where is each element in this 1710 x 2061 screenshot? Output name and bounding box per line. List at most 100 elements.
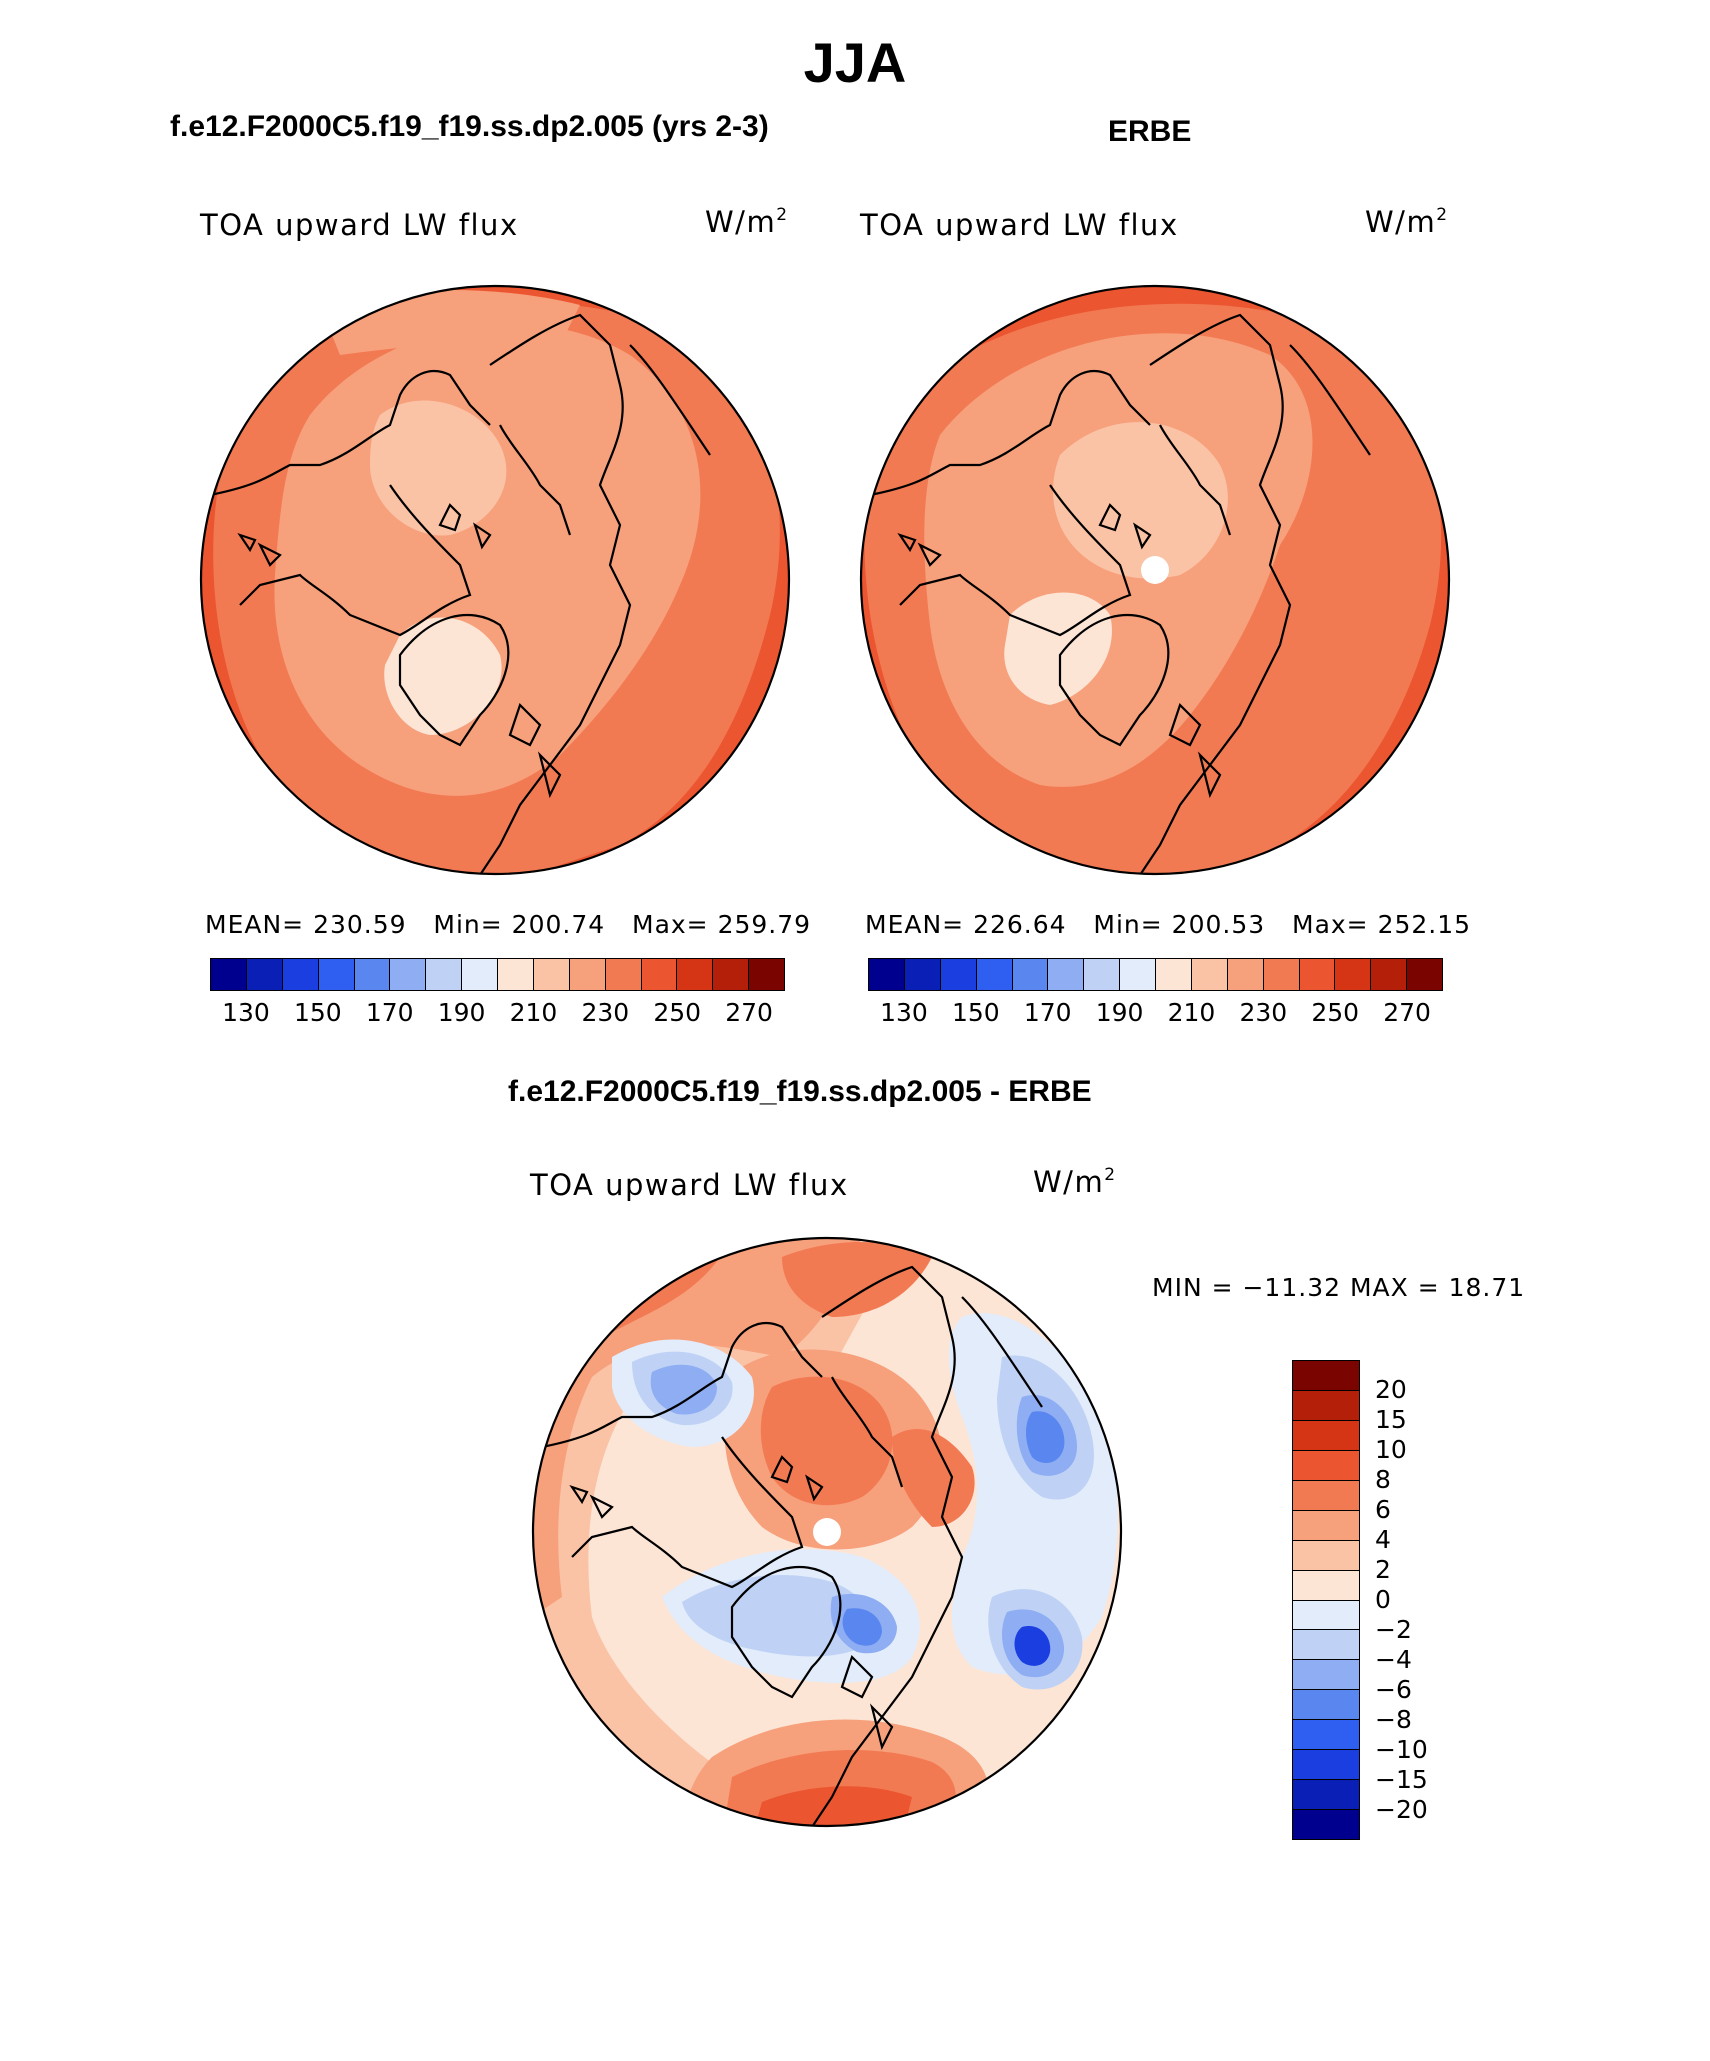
model-panel-title: f.e12.F2000C5.f19_f19.ss.dp2.005 (yrs 2-… xyxy=(170,110,769,143)
model-colorbar-swatch xyxy=(211,959,247,990)
obs-pole-hole xyxy=(1141,556,1169,584)
diff-colorbar-swatch xyxy=(1293,1720,1359,1751)
diff-units-label: W/m2 xyxy=(1033,1165,1117,1199)
diff-minmax-label: MIN = −11.32 MAX = 18.71 xyxy=(1152,1273,1526,1302)
diff-pole-hole xyxy=(813,1518,841,1546)
obs-stats: MEAN= 226.64 Min= 200.53 Max= 252.15 xyxy=(865,910,1472,939)
diff-colorbar-tick-label: 20 xyxy=(1375,1375,1407,1404)
model-stats: MEAN= 230.59 Min= 200.74 Max= 259.79 xyxy=(205,910,812,939)
diff-colorbar-ticks: 20 15 10 8 6 4 2 0 −2 −4 −6 −8 −10 −15 −20 xyxy=(1375,1360,1495,1840)
obs-polar-map xyxy=(859,284,1451,876)
diff-colorbar-tick-label: −6 xyxy=(1375,1675,1412,1704)
diff-colorbar-tick-label: 6 xyxy=(1375,1495,1391,1524)
model-colorbar-swatch xyxy=(246,959,283,990)
model-colorbar-ticks: 130 150 170 190 210 230 250 270 xyxy=(210,998,785,1028)
obs-colorbar-swatch xyxy=(1048,959,1085,990)
diff-colorbar-swatch xyxy=(1293,1780,1359,1811)
diff-variable-label: TOA upward LW flux xyxy=(530,1168,849,1202)
obs-field-210 xyxy=(1004,592,1112,705)
diff-field-right-neg8to6 xyxy=(1026,1411,1065,1463)
diff-polar-map xyxy=(531,1236,1123,1828)
diff-colorbar-swatch xyxy=(1293,1510,1359,1541)
obs-colorbar-swatch xyxy=(1335,959,1372,990)
model-colorbar-tick-label: 270 xyxy=(725,998,773,1027)
obs-colorbar-swatch xyxy=(1120,959,1156,990)
diff-colorbar-swatch xyxy=(1293,1361,1359,1391)
diff-colorbar xyxy=(1292,1360,1360,1840)
model-colorbar-swatch xyxy=(749,959,784,990)
obs-colorbar-tick-label: 130 xyxy=(880,998,928,1027)
diff-colorbar-tick-label: −15 xyxy=(1375,1765,1428,1794)
obs-colorbar-swatch xyxy=(1407,959,1442,990)
obs-colorbar-tick-label: 170 xyxy=(1023,998,1072,1027)
model-colorbar-swatch xyxy=(498,959,534,990)
model-colorbar-swatch xyxy=(677,959,714,990)
model-colorbar-tick-label: 250 xyxy=(653,998,702,1027)
model-colorbar-swatch xyxy=(569,959,606,990)
diff-colorbar-tick-label: −4 xyxy=(1375,1645,1412,1674)
model-colorbar-swatch xyxy=(318,959,355,990)
obs-colorbar-swatch xyxy=(1263,959,1300,990)
diff-field-greenland-neg4to2 xyxy=(682,1574,872,1657)
diff-colorbar-swatch xyxy=(1293,1420,1359,1451)
diff-colorbar-tick-label: 8 xyxy=(1375,1465,1391,1494)
obs-colorbar-tick-label: 190 xyxy=(1095,998,1144,1027)
model-colorbar-tick-label: 210 xyxy=(509,998,558,1027)
diff-colorbar-tick-label: 15 xyxy=(1375,1405,1407,1434)
obs-units-label: W/m2 xyxy=(1365,205,1449,239)
diff-field-top-6to8 xyxy=(782,1242,932,1317)
diff-field-4to6 xyxy=(533,1238,862,1617)
model-units-label: W/m2 xyxy=(705,205,789,239)
obs-colorbar-swatch xyxy=(1191,959,1228,990)
obs-colorbar-swatch xyxy=(1227,959,1264,990)
figure-title: JJA xyxy=(803,31,907,94)
diff-colorbar-tick-label: −10 xyxy=(1375,1735,1428,1764)
diff-colorbar-tick-label: 2 xyxy=(1375,1555,1391,1584)
diff-field-north-neg6to4 xyxy=(650,1364,717,1415)
obs-colorbar xyxy=(868,958,1443,991)
obs-colorbar-swatch xyxy=(904,959,941,990)
model-colorbar-swatch xyxy=(354,959,391,990)
model-colorbar xyxy=(210,958,785,991)
model-field-220 xyxy=(370,400,507,536)
model-colorbar-swatch xyxy=(641,959,678,990)
obs-colorbar-swatch xyxy=(869,959,905,990)
diff-colorbar-swatch xyxy=(1293,1810,1359,1839)
diff-colorbar-swatch xyxy=(1293,1450,1359,1481)
model-colorbar-tick-label: 230 xyxy=(581,998,630,1027)
obs-colorbar-tick-label: 150 xyxy=(951,998,1000,1027)
obs-colorbar-swatch xyxy=(976,959,1013,990)
diff-colorbar-swatch xyxy=(1293,1480,1359,1511)
diff-colorbar-swatch xyxy=(1293,1660,1359,1691)
obs-colorbar-swatch xyxy=(1084,959,1121,990)
obs-colorbar-swatch xyxy=(1299,959,1336,990)
obs-coastlines xyxy=(869,286,1381,874)
diff-colorbar-swatch xyxy=(1293,1600,1359,1631)
diff-colorbar-tick-label: −8 xyxy=(1375,1705,1412,1734)
obs-colorbar-tick-label: 270 xyxy=(1383,998,1431,1027)
diff-colorbar-swatch xyxy=(1293,1750,1359,1781)
model-polar-map xyxy=(199,284,791,876)
obs-colorbar-tick-label: 250 xyxy=(1311,998,1360,1027)
diff-colorbar-tick-label: −2 xyxy=(1375,1615,1412,1644)
diff-colorbar-swatch xyxy=(1293,1390,1359,1421)
diff-field-se-neg10to8 xyxy=(1014,1626,1051,1666)
model-colorbar-swatch xyxy=(605,959,642,990)
obs-colorbar-swatch xyxy=(1156,959,1192,990)
model-colorbar-tick-label: 130 xyxy=(222,998,270,1027)
obs-colorbar-swatch xyxy=(1012,959,1049,990)
obs-variable-label: TOA upward LW flux xyxy=(860,208,1179,242)
model-variable-label: TOA upward LW flux xyxy=(200,208,519,242)
obs-colorbar-tick-label: 230 xyxy=(1239,998,1288,1027)
diff-field-greenland-neg8to6 xyxy=(842,1608,882,1646)
diff-colorbar-tick-label: 0 xyxy=(1375,1585,1391,1614)
diff-field-right-6to8 xyxy=(892,1428,975,1527)
obs-colorbar-ticks: 130 150 170 190 210 230 250 270 xyxy=(868,998,1443,1028)
model-colorbar-tick-label: 190 xyxy=(437,998,486,1027)
diff-colorbar-tick-label: 10 xyxy=(1375,1435,1407,1464)
diff-panel-title: f.e12.F2000C5.f19_f19.ss.dp2.005 - ERBE xyxy=(508,1075,1092,1108)
model-colorbar-swatch xyxy=(282,959,319,990)
obs-colorbar-tick-label: 210 xyxy=(1167,998,1216,1027)
diff-colorbar-swatch xyxy=(1293,1540,1359,1571)
model-colorbar-tick-label: 150 xyxy=(293,998,342,1027)
